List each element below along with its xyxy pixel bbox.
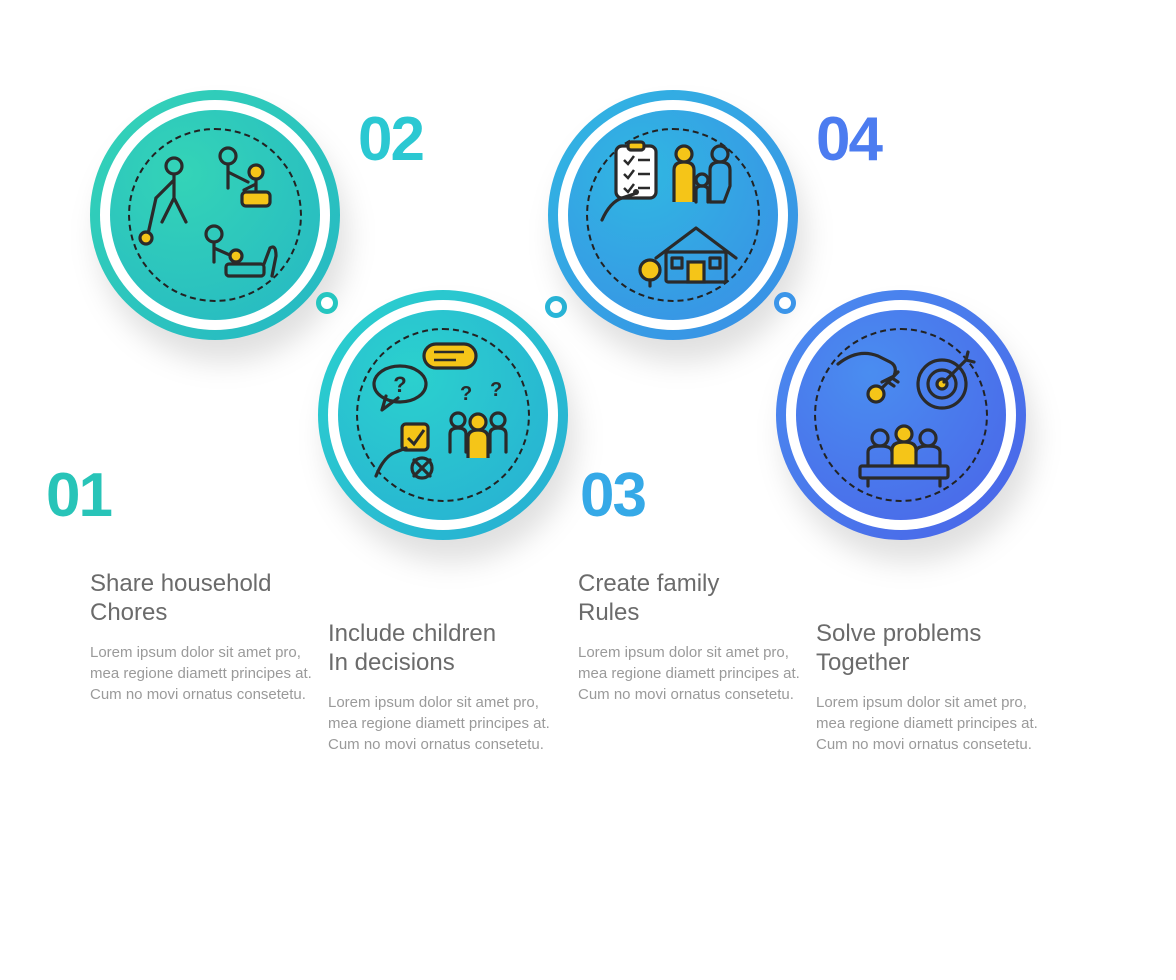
step-3-text: Create familyRules Lorem ipsum dolor sit … [578,570,808,705]
step-4-body: Lorem ipsum dolor sit amet pro, mea regi… [816,692,1046,755]
step-3-number: 03 [580,460,645,531]
step-4-title: Solve problemsTogether [816,620,1046,678]
step-1-number: 01 [46,460,111,531]
step-3-body: Lorem ipsum dolor sit amet pro, mea regi… [578,642,808,705]
step-2-circle: ? ? ? [318,290,568,540]
chores-icon [138,138,292,292]
step-4-circle [776,290,1026,540]
step-2-body: Lorem ipsum dolor sit amet pro, mea regi… [328,692,558,755]
step-1-text: Share householdChores Lorem ipsum dolor s… [90,570,320,705]
svg-text:?: ? [460,383,472,405]
step-1-body: Lorem ipsum dolor sit amet pro, mea regi… [90,642,320,705]
step-3-circle [548,90,798,340]
svg-text:?: ? [490,379,502,401]
step-2-text: Include childrenIn decisions Lorem ipsum … [328,620,558,755]
svg-text:?: ? [393,372,406,397]
rules-icon [596,138,750,292]
decisions-icon: ? ? ? [366,338,520,492]
step-4-text: Solve problemsTogether Lorem ipsum dolor … [816,620,1046,755]
step-1-circle [90,90,340,340]
step-3-title: Create familyRules [578,570,808,628]
step-2-number: 02 [358,104,423,175]
step-1-title: Share householdChores [90,570,320,628]
solve-icon [824,338,978,492]
step-2-title: Include childrenIn decisions [328,620,558,678]
step-4-number: 04 [816,104,881,175]
